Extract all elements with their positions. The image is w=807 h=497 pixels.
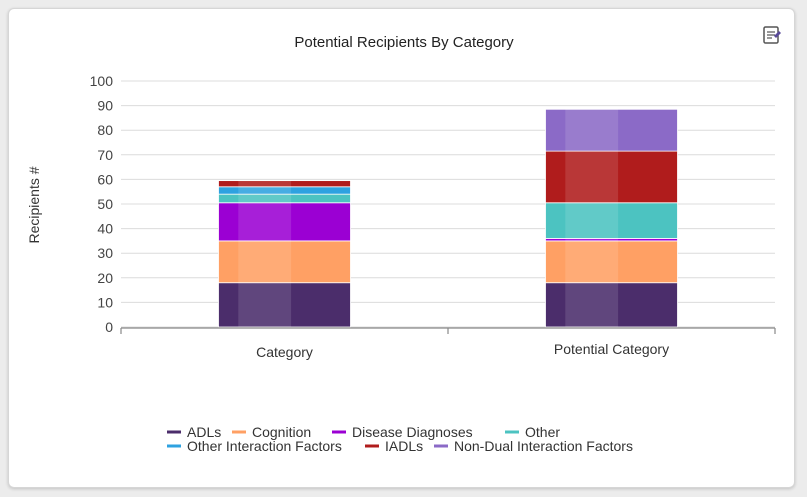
y-tick-label: 20 <box>97 270 113 286</box>
y-axis-label: Recipients # <box>26 166 42 243</box>
legend-item[interactable]: ADLs <box>187 424 221 440</box>
legend-item[interactable]: Non-Dual Interaction Factors <box>454 438 633 454</box>
bar-highlight <box>238 186 292 195</box>
y-tick-label: 80 <box>97 122 113 138</box>
bar-highlight <box>565 282 619 327</box>
bar-segment[interactable] <box>218 202 351 242</box>
chart-svg: Potential Recipients By Category Recipie… <box>26 26 781 454</box>
bar-segment[interactable] <box>545 282 678 328</box>
menu-icon[interactable] <box>763 26 781 44</box>
y-tick-label: 10 <box>97 294 113 310</box>
bar-highlight <box>238 194 292 203</box>
bars <box>218 108 678 328</box>
chart-title: Potential Recipients By Category <box>294 34 514 51</box>
x-tick-label: Potential Category <box>554 341 669 357</box>
legend-item[interactable]: Other Interaction Factors <box>187 438 342 454</box>
bar-highlight <box>238 240 292 283</box>
legend: ADLs Cognition Disease Diagnoses Other Other… <box>167 424 633 454</box>
legend-item[interactable]: Other <box>525 424 560 440</box>
legend-item[interactable]: Cognition <box>252 424 311 440</box>
y-tick-label: 60 <box>97 171 113 187</box>
bar-highlight <box>238 180 292 187</box>
y-tick-label: 30 <box>97 245 113 261</box>
bar-segment[interactable] <box>218 180 351 188</box>
y-tick-label: 0 <box>105 319 113 335</box>
bar-segment[interactable] <box>545 150 678 204</box>
y-tick-label: 100 <box>90 73 114 89</box>
y-tick-label: 50 <box>97 196 113 212</box>
x-tick-label: Category <box>256 344 313 360</box>
legend-item[interactable]: IADLs <box>385 438 423 454</box>
y-tick-label: 70 <box>97 147 113 163</box>
bar-segment[interactable] <box>218 240 351 284</box>
bar-highlight <box>238 282 292 327</box>
bar-highlight <box>565 238 619 241</box>
y-tick-label: 90 <box>97 98 113 114</box>
bar-highlight <box>238 202 292 241</box>
bar-highlight <box>565 240 619 283</box>
bar-highlight <box>565 109 619 152</box>
bar-segment[interactable] <box>545 202 678 239</box>
chart-card: Potential Recipients By Category Recipie… <box>8 8 795 488</box>
bar-segment[interactable] <box>545 108 678 152</box>
y-tick-label: 40 <box>97 221 113 237</box>
bar-highlight <box>565 202 619 239</box>
legend-item[interactable]: Disease Diagnoses <box>352 424 473 440</box>
x-axis: Category Potential Category <box>120 327 776 360</box>
bar-highlight <box>565 151 619 203</box>
